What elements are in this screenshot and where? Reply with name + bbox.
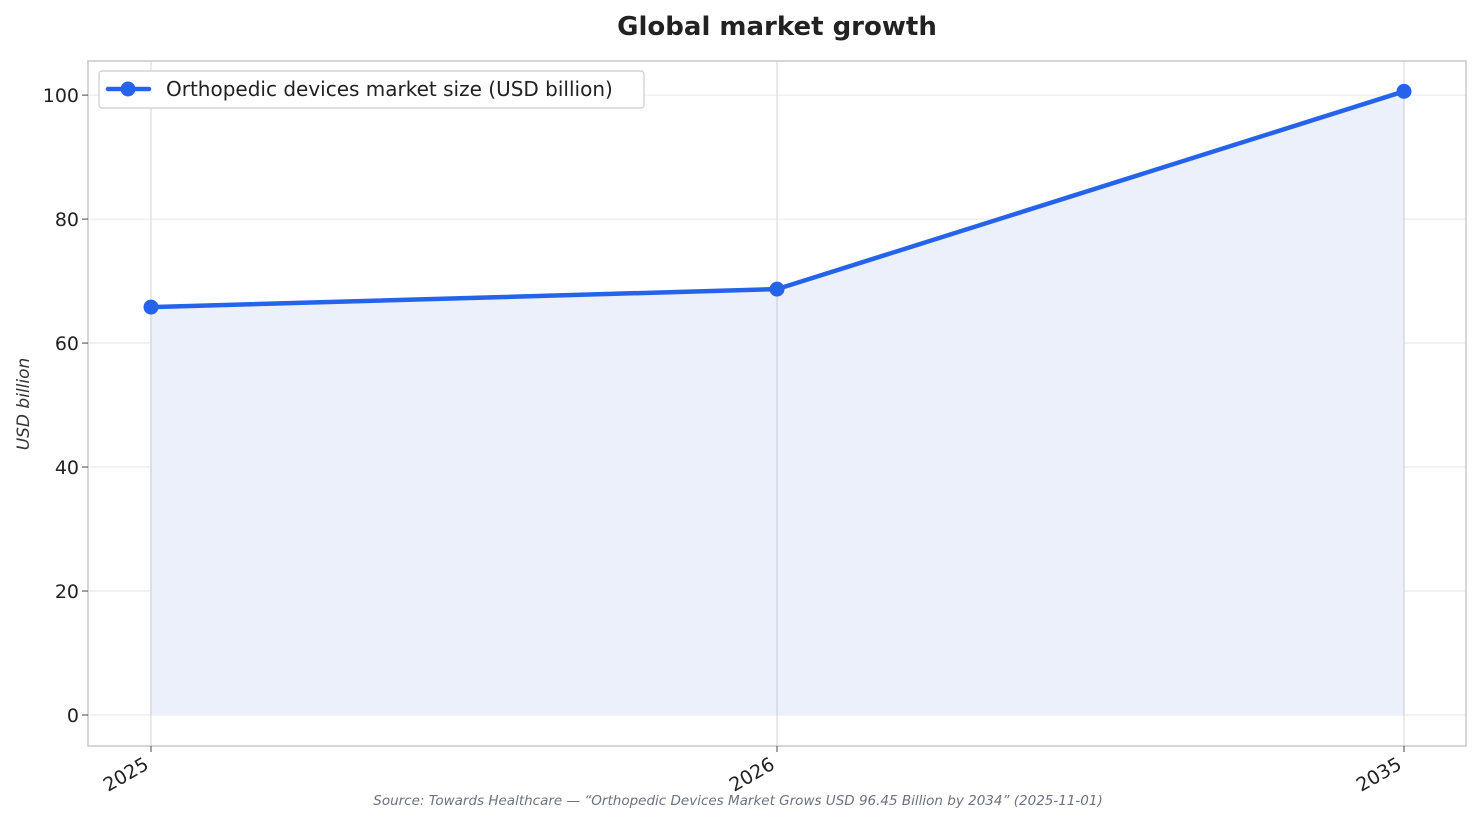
y-tick-label: 0	[67, 705, 79, 727]
x-tick-label: 2026	[726, 753, 779, 796]
y-tick-label: 100	[43, 85, 79, 107]
legend: Orthopedic devices market size (USD bill…	[98, 70, 645, 109]
y-axis-label: USD billion	[14, 358, 34, 451]
x-tick-label: 2035	[1353, 753, 1406, 796]
data-point	[143, 299, 159, 315]
y-tick-label: 20	[55, 581, 79, 603]
data-point	[769, 281, 785, 297]
y-tick-label: 80	[55, 209, 79, 231]
source-note: Source: Towards Healthcare — “Orthopedic…	[373, 793, 1103, 809]
plot-area: 0 20 40 60 80 100 2025 2026 2035	[43, 60, 1467, 797]
legend-label: Orthopedic devices market size (USD bill…	[166, 77, 613, 101]
x-tick-label: 2025	[100, 753, 153, 796]
chart-title: Global market growth	[617, 12, 937, 42]
legend-marker	[120, 81, 136, 97]
data-point	[1396, 83, 1412, 99]
legend-box	[98, 70, 645, 109]
y-tick-label: 40	[55, 457, 79, 479]
y-tick-label: 60	[55, 333, 79, 355]
